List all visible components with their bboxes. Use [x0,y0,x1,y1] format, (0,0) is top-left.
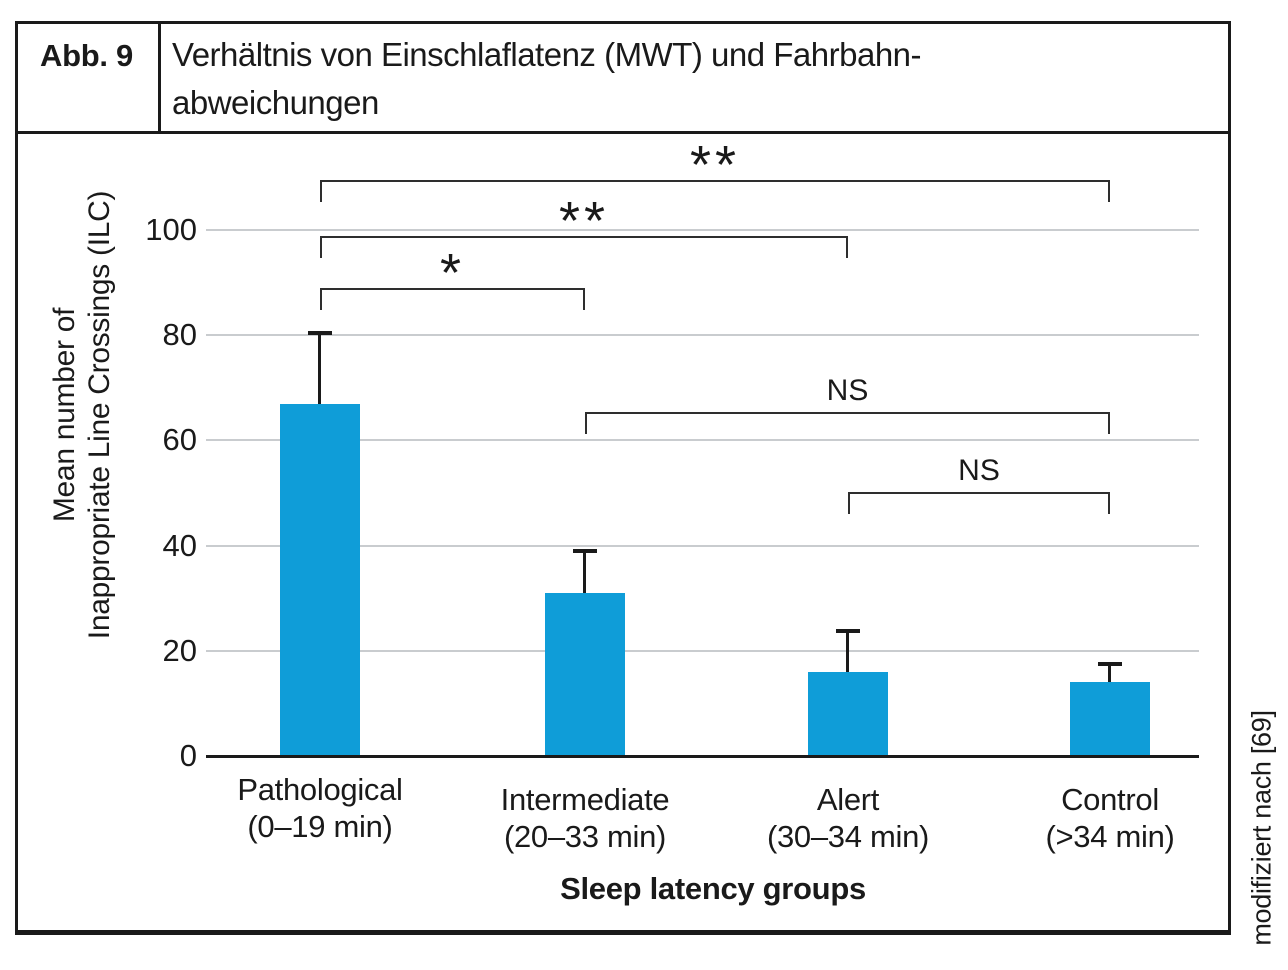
error-bar-whisker [583,550,586,593]
gridline [206,649,1199,652]
significance-bracket-tick-right [583,288,585,310]
bar-control [1070,682,1150,757]
gridline [206,334,1199,337]
significance-bracket-tick-right [1108,492,1110,514]
chart-frame [15,134,1231,935]
significance-label: NS [826,374,869,407]
significance-bracket-tick-left [585,412,587,434]
significance-bracket-tick-right [1108,412,1110,434]
significance-bracket-line [320,236,848,238]
y-tick-label: 40 [162,527,197,563]
significance-bracket-tick-left [320,236,322,258]
significance-bracket-tick-left [848,492,850,514]
significance-bracket-line [585,412,1110,414]
x-axis-label: Sleep latency groups [560,871,866,906]
category-range-label: (0–19 min) [247,809,393,844]
source-note: modifiziert nach [69] [1246,710,1277,946]
significance-label: * [439,243,465,303]
category-label: Alert [816,782,880,817]
category-label: Intermediate [500,782,670,817]
figure-header [15,21,1231,134]
error-bar-whisker [1108,663,1111,683]
gridline [206,544,1199,547]
x-axis-baseline [206,755,1199,758]
y-axis-label-line-1: Mean number of [48,307,81,523]
y-tick-label: 20 [162,632,197,668]
category-label: Control [1061,782,1159,817]
figure-label: Abb. 9 [40,38,133,73]
bar-pathological [280,403,360,757]
y-tick-label: 60 [162,422,197,458]
category-label: Pathological [237,772,403,807]
bar-alert [808,671,888,757]
error-bar-cap [308,330,332,335]
y-tick-label: 80 [162,317,197,353]
category-range-label: (20–33 min) [503,819,667,854]
significance-label: ** [558,191,610,251]
figure-title-line-2: abweichungen [172,84,379,121]
y-tick-label: 100 [145,212,197,247]
significance-bracket-line [848,492,1110,494]
error-bar-whisker [318,332,321,404]
error-bar-whisker [846,630,849,672]
y-axis-label-line-2: Inappropriate Line Crossings (ILC) [83,190,116,640]
error-bar-cap [573,548,597,553]
y-tick-label: 0 [179,738,197,773]
significance-bracket-tick-left [320,180,322,202]
significance-bracket-tick-left [320,288,322,310]
category-range-label: (30–34 min) [766,819,930,854]
significance-label: ** [689,135,741,195]
error-bar-cap [836,628,860,633]
gridline [206,229,1199,231]
significance-label: NS [958,454,1000,487]
error-bar-cap [1098,661,1122,666]
significance-bracket-line [320,288,585,290]
bar-intermediate [545,592,625,757]
gridline [206,439,1199,442]
category-range-label: (>34 min) [1045,819,1175,854]
significance-bracket-tick-right [846,236,848,258]
figure-title-line-1: Verhältnis von Einschlaflatenz (MWT) und… [172,36,922,73]
header-divider [158,21,161,134]
significance-bracket-tick-right [1108,180,1110,202]
y-axis-label: Mean number of Inappropriate Line Crossi… [47,55,117,775]
significance-bracket-line [320,180,1110,182]
